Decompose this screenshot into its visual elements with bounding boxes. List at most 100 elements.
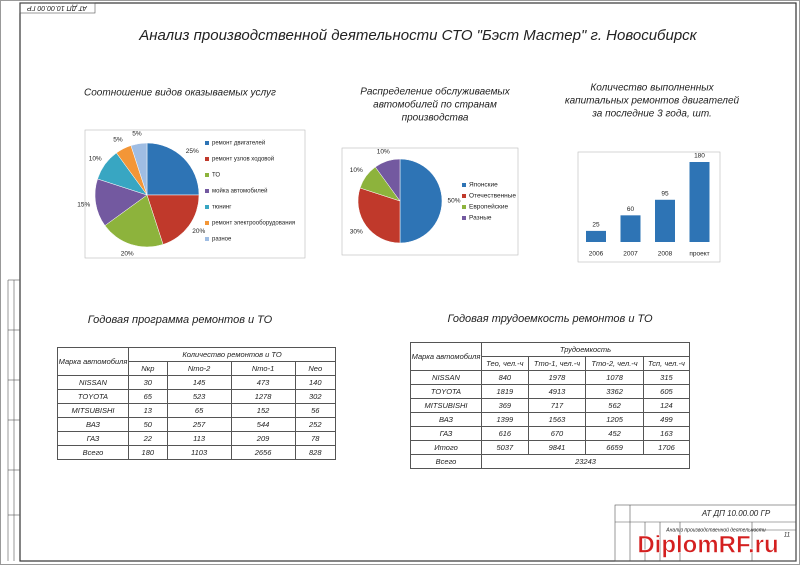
header-cell: Тто-2, чел.-ч (585, 356, 644, 371)
table-row: ВАЗ 1399 1563 1205 499 (410, 412, 691, 427)
table-cell: 145 (166, 375, 232, 390)
table-row: ГАЗ 616 670 452 163 (410, 426, 691, 441)
pie-slice (130, 142, 148, 196)
table-cell: 1399 (481, 412, 529, 427)
chart-title: автомобилей по странам (373, 99, 497, 111)
table-cell: 616 (481, 426, 529, 441)
slice-label: 5% (132, 130, 142, 137)
table-cell: ГАЗ (57, 431, 129, 446)
legend-label: ремонт двигателей (212, 140, 265, 147)
table-cell: 1819 (481, 384, 529, 399)
table-cell: 302 (294, 389, 337, 404)
x-tick-label: 2008 (658, 251, 673, 258)
legend-label: Японские (469, 182, 498, 189)
table-cell: 523 (166, 389, 232, 404)
slice-label: 15% (77, 201, 90, 208)
legend-swatch (205, 237, 209, 241)
table-cell: 124 (642, 398, 691, 413)
table-cell: 717 (527, 398, 587, 413)
header-cell: Nео (294, 361, 337, 376)
stamp-caption: Анализ производственной деятельности (665, 526, 766, 533)
table-cell: 30 (128, 375, 168, 390)
legend-swatch (462, 216, 466, 220)
header-cell: Тео, чел.-ч (481, 356, 529, 371)
table-cell: MITSUBISHI (410, 398, 482, 413)
pie-slice (374, 158, 401, 202)
table-cell: 65 (166, 403, 232, 418)
slice-label: 25% (186, 148, 199, 155)
data-table: Марка автомобиля Количество ремонтов и ТО… (57, 347, 337, 460)
legend-label: Отечественные (469, 193, 516, 200)
frame (19, 2, 797, 562)
table-row: Итого 5037 9841 6659 1706 (410, 440, 691, 455)
table-row: NISSAN 840 1978 1078 315 (410, 370, 691, 385)
table-cell: 1278 (230, 389, 296, 404)
table-cell: ВАЗ (410, 412, 482, 427)
legend-label: ремонт узлов ходовой (212, 156, 274, 163)
table-row: ГАЗ 22 113 209 78 (57, 431, 337, 446)
table-cell: 1205 (585, 412, 644, 427)
legend-swatch (205, 189, 209, 193)
bar (586, 230, 606, 242)
table-cell: 499 (642, 412, 691, 427)
legend-swatch (462, 183, 466, 187)
legend-label: Разные (469, 215, 492, 222)
header-row: Тео, чел.-ч Тто-1, чел.-ч Тто-2, чел.-ч Тсп… (411, 356, 691, 371)
table-cell: 315 (642, 370, 691, 385)
slice-label: 10% (89, 155, 102, 162)
table-row: Всего 180 1103 2656 828 (57, 445, 337, 460)
table-cell: 13 (128, 403, 168, 418)
table-cell: 180 (128, 445, 168, 460)
bar-value: 25 (592, 222, 600, 229)
legend-swatch (462, 205, 466, 209)
bar (655, 199, 675, 242)
legend-label: тюнинг (212, 205, 232, 211)
table-row: Всего 23243 (410, 454, 690, 469)
legend-label: ТО (212, 173, 220, 179)
watermark: DiplomRF.ru (637, 531, 778, 558)
legend-label: Европейские (469, 203, 509, 211)
table-cell: 65 (128, 389, 168, 404)
sheet-title: Анализ производственной деятельности СТО… (138, 27, 697, 44)
table-row: NISSAN 30 145 473 140 (57, 375, 337, 390)
slice-label: 20% (192, 228, 205, 235)
title-block (614, 504, 797, 562)
table-cell: 22 (128, 431, 168, 446)
legend-label: ремонт электрооборудования (212, 221, 295, 227)
slice-label: 50% (447, 198, 460, 205)
table-cell: NISSAN (57, 375, 129, 390)
pie-slice (146, 194, 200, 245)
table-cell: 840 (481, 370, 529, 385)
table-title: Годовая трудоемкость ремонтов и ТО (447, 313, 653, 325)
table-cell: 23243 (481, 454, 690, 469)
table-cell: 252 (294, 417, 337, 432)
legend-swatch (205, 205, 209, 209)
table-cell: Итого (410, 440, 482, 455)
table-cell: 670 (527, 426, 587, 441)
legend-label: мойка автомобилей (212, 188, 267, 195)
table-row: TOYOTA 65 523 1278 302 (57, 389, 337, 404)
header-cell: Nто-2 (166, 361, 232, 376)
chart-title: Количество выполненных (590, 83, 714, 94)
pie-slice (357, 187, 401, 244)
x-tick-label: 2006 (589, 251, 604, 258)
x-tick-label: проект (689, 251, 709, 258)
x-tick-label: 2007 (623, 251, 638, 258)
table-row: ВАЗ 50 257 544 252 (57, 417, 337, 432)
stamp-sheet: 11 (784, 533, 790, 539)
header-cell: Nто-1 (230, 361, 296, 376)
table-cell: 605 (642, 384, 691, 399)
table-cell: 1078 (585, 370, 644, 385)
table-cell: 1978 (527, 370, 587, 385)
table-title: Годовая программа ремонтов и ТО (87, 314, 273, 326)
table-cell: 562 (585, 398, 644, 413)
pie-slice (399, 158, 443, 244)
legend-swatch (205, 173, 209, 177)
table-row: MITSUBISHI 369 717 562 124 (410, 398, 691, 413)
slice-label: 20% (121, 251, 134, 258)
table-cell: 1103 (166, 445, 232, 460)
header-cell: Количество ремонтов и ТО (128, 347, 336, 362)
table-cell: 369 (481, 398, 529, 413)
